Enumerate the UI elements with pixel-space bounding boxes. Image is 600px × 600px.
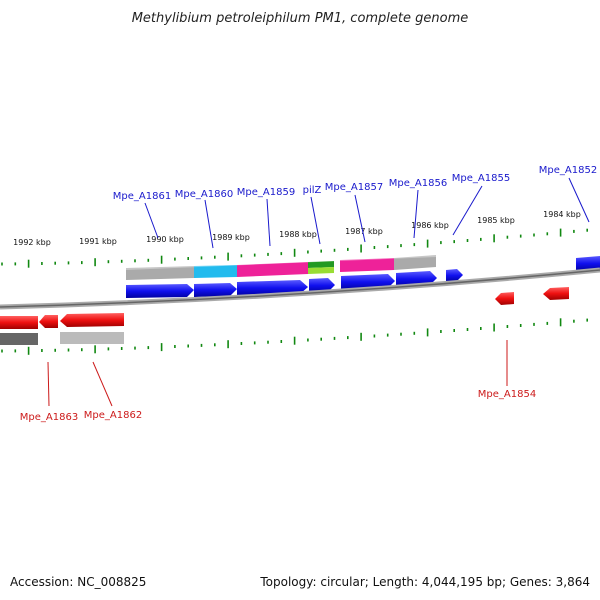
gene-mpe-a1853[interactable]: [543, 287, 569, 300]
cog-segment: [194, 265, 237, 278]
cog-segment: [394, 255, 436, 270]
gene-mpe-a1863b[interactable]: [39, 315, 58, 328]
kbp-tick-label: 1991 kbp: [79, 237, 117, 246]
cog-segment: [0, 333, 38, 345]
topology-text: Topology: circular; Length: 4,044,195 bp…: [259, 575, 590, 589]
gene-mpe-a1862[interactable]: [60, 313, 124, 327]
cog-segment: [126, 266, 194, 280]
kbp-tick-label: 1985 kbp: [477, 216, 515, 225]
cog-bar-forward: [126, 255, 436, 280]
gene-label[interactable]: Mpe_A1862: [84, 410, 142, 421]
kbp-tick-label: 1984 kbp: [543, 210, 581, 219]
gene-mpe-a1860[interactable]: [194, 283, 237, 297]
forward-gene-labels: Mpe_A1861 Mpe_A1860 Mpe_A1859 pilZ Mpe_A…: [113, 165, 597, 202]
reverse-gene-labels: Mpe_A1863 Mpe_A1862 Mpe_A1854: [20, 389, 536, 423]
gene-pilz[interactable]: [309, 278, 335, 293]
gene-label[interactable]: Mpe_A1860: [175, 189, 233, 200]
cog-segment: [308, 267, 334, 274]
kbp-tick-label: 1990 kbp: [146, 235, 184, 244]
gene-mpe-a1863[interactable]: [0, 316, 38, 329]
kbp-tick-label: 1988 kbp: [279, 230, 317, 239]
kbp-tick-label: 1986 kbp: [411, 221, 449, 230]
gene-label[interactable]: Mpe_A1854: [478, 389, 536, 400]
genome-backbone-line: [0, 269, 600, 308]
kbp-tick-labels: 1992 kbp 1991 kbp 1990 kbp 1989 kbp 1988…: [13, 210, 581, 247]
kbp-tick-label: 1992 kbp: [13, 238, 51, 247]
forward-label-leaders: [144, 177, 590, 249]
gene-label[interactable]: Mpe_A1861: [113, 191, 171, 202]
cog-segment: [340, 258, 394, 272]
cog-bar-reverse: [0, 332, 124, 345]
cog-segment: [237, 262, 308, 277]
gene-mpe-a1854[interactable]: [495, 292, 514, 305]
kbp-tick-label: 1987 kbp: [345, 227, 383, 236]
gene-label[interactable]: pilZ: [303, 185, 322, 196]
kbp-tick-label: 1989 kbp: [212, 233, 250, 242]
gene-label[interactable]: Mpe_A1863: [20, 412, 78, 423]
gene-label[interactable]: Mpe_A1859: [237, 187, 295, 198]
gene-label[interactable]: Mpe_A1857: [325, 182, 383, 193]
gene-label[interactable]: Mpe_A1856: [389, 178, 447, 189]
accession-text: Accession: NC_008825: [10, 575, 146, 589]
gene-mpe-a1855[interactable]: [446, 269, 463, 282]
lower-tick-ruler: [1, 318, 589, 355]
reverse-label-leaders: [47, 340, 508, 407]
reverse-genes: [0, 287, 569, 329]
gene-label[interactable]: Mpe_A1855: [452, 173, 510, 184]
cog-segment: [308, 261, 334, 268]
gene-mpe-a1852[interactable]: [576, 256, 600, 271]
cog-highlight: [126, 255, 436, 270]
gene-label[interactable]: Mpe_A1852: [539, 165, 597, 176]
cog-segment: [60, 332, 124, 344]
gene-mpe-a1861[interactable]: [126, 284, 194, 298]
genome-title: Methylibium petroleiphilum PM1, complete…: [132, 11, 469, 26]
upper-tick-ruler: [1, 228, 589, 268]
